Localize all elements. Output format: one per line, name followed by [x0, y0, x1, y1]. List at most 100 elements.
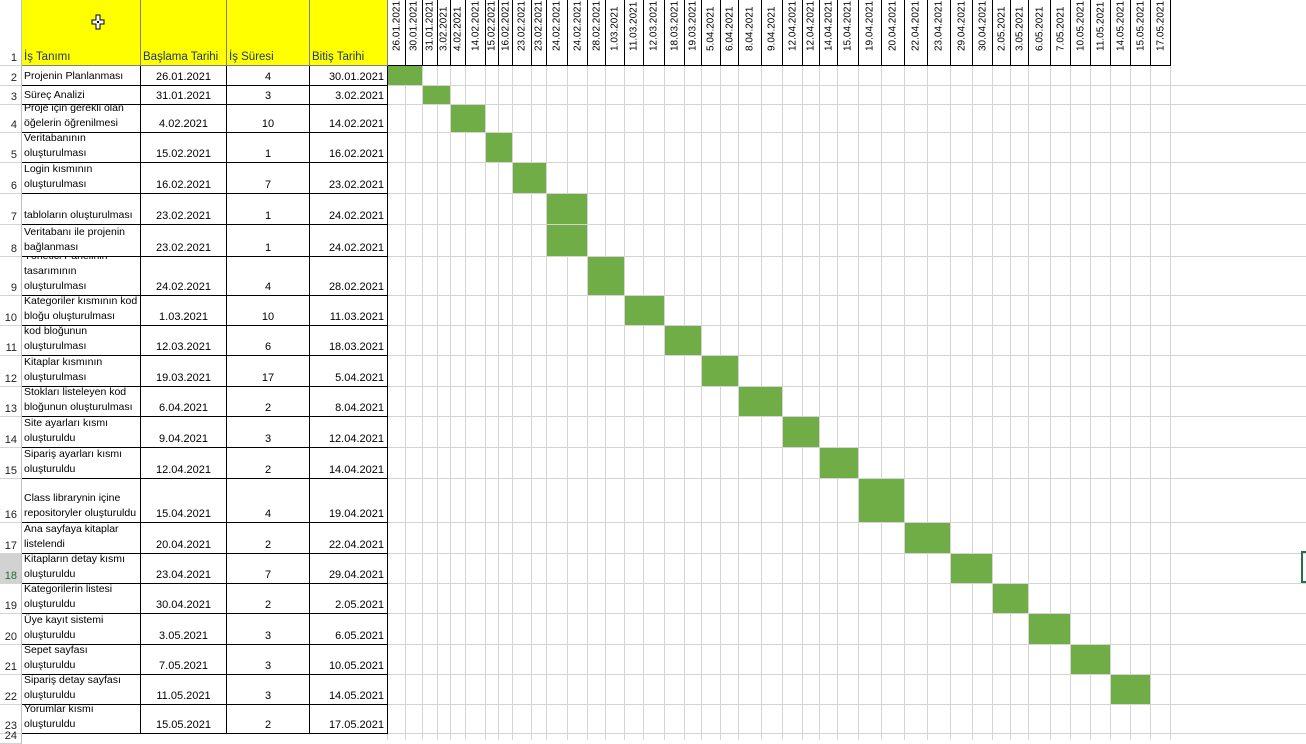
header-duration[interactable]: İş Süresi — [227, 0, 310, 66]
row-header[interactable]: 22 — [0, 675, 22, 705]
task-name-cell[interactable]: tabloların oluşturulması — [22, 194, 141, 225]
row-header[interactable]: 4 — [0, 105, 22, 133]
date-header-cell[interactable]: 23.04.2021 — [928, 0, 951, 66]
date-header-cell[interactable]: 30.01.2021 — [406, 0, 423, 66]
duration-cell[interactable]: 10 — [227, 296, 310, 326]
duration-cell[interactable]: 2 — [227, 448, 310, 479]
task-name-cell[interactable]: Sepet sayfası oluşturuldu — [22, 645, 141, 675]
date-header-cell[interactable]: 28.02.2021 — [588, 0, 606, 66]
header-task[interactable]: İş Tanımı — [22, 0, 141, 66]
start-date-cell[interactable]: 23.02.2021 — [141, 194, 227, 225]
duration-cell[interactable]: 4 — [227, 479, 310, 523]
start-date-cell[interactable]: 20.04.2021 — [141, 523, 227, 554]
row-header[interactable]: 20 — [0, 614, 22, 645]
date-header-cell[interactable]: 24.02.2021 — [547, 0, 568, 66]
start-date-cell[interactable]: 15.04.2021 — [141, 479, 227, 523]
task-name-cell[interactable]: Site ayarları kısmı oluşturuldu — [22, 417, 141, 448]
date-header-cell[interactable]: 11.03.2021 — [625, 0, 644, 66]
date-header-cell[interactable]: 15.05.2021 — [1131, 0, 1151, 66]
row-header[interactable]: 3 — [0, 86, 22, 105]
date-header-cell[interactable]: 10.05.2021 — [1071, 0, 1091, 66]
date-header-cell[interactable]: 26.01.2021 — [388, 0, 406, 66]
task-name-cell[interactable]: Kategorilerin listesi oluşturuldu — [22, 584, 141, 614]
duration-cell[interactable]: 7 — [227, 554, 310, 584]
date-header-cell[interactable]: 14.05.2021 — [1111, 0, 1131, 66]
date-header-cell[interactable]: 12.03.2021 — [644, 0, 665, 66]
date-header-cell[interactable]: 5.04.2021 — [702, 0, 721, 66]
row-header[interactable]: 19 — [0, 584, 22, 614]
date-header-cell[interactable]: 2.05.2021 — [993, 0, 1011, 66]
row-header[interactable]: 6 — [0, 163, 22, 194]
end-date-cell[interactable]: 19.04.2021 — [310, 479, 388, 523]
duration-cell[interactable]: 7 — [227, 163, 310, 194]
start-date-cell[interactable]: 19.03.2021 — [141, 356, 227, 387]
task-name-cell[interactable]: Veritabanının oluşturulması — [22, 133, 141, 163]
row-header[interactable]: 7 — [0, 194, 22, 225]
start-date-cell[interactable]: 6.04.2021 — [141, 387, 227, 417]
start-date-cell[interactable]: 31.01.2021 — [141, 86, 227, 105]
task-name-cell[interactable]: Ana sayfaya kitaplar listelendi — [22, 523, 141, 554]
row-header[interactable]: 5 — [0, 133, 22, 163]
date-header-cell[interactable]: 23.02.2021 — [532, 0, 547, 66]
duration-cell[interactable]: 1 — [227, 194, 310, 225]
duration-cell[interactable]: 3 — [227, 614, 310, 645]
row-header[interactable]: 21 — [0, 645, 22, 675]
task-name-cell[interactable]: Kitaplar kısmının oluşturulması — [22, 356, 141, 387]
date-header-cell[interactable]: 3.02.2021 — [438, 0, 451, 66]
start-date-cell[interactable]: 12.03.2021 — [141, 326, 227, 356]
duration-cell[interactable]: 17 — [227, 356, 310, 387]
task-name-cell[interactable]: Sipariş ayarları kısmı oluşturuldu — [22, 448, 141, 479]
row-header[interactable]: 8 — [0, 225, 22, 257]
end-date-cell[interactable]: 2.05.2021 — [310, 584, 388, 614]
date-header-cell[interactable]: 3.05.2021 — [1011, 0, 1029, 66]
start-date-cell[interactable]: 11.05.2021 — [141, 675, 227, 705]
task-name-cell[interactable]: Yönetici Panelinin tasarımının oluşturul… — [22, 257, 141, 296]
end-date-cell[interactable]: 28.02.2021 — [310, 257, 388, 296]
end-date-cell[interactable]: 5.04.2021 — [310, 356, 388, 387]
date-header-cell[interactable]: 22.04.2021 — [905, 0, 928, 66]
date-header-cell[interactable]: 4.02.2021 — [451, 0, 466, 66]
start-date-cell[interactable]: 12.04.2021 — [141, 448, 227, 479]
start-date-cell[interactable]: 7.05.2021 — [141, 645, 227, 675]
date-header-cell[interactable]: 18.03.2021 — [665, 0, 685, 66]
task-name-cell[interactable]: Class librarynin içine repositoryler olu… — [22, 479, 141, 523]
duration-cell[interactable]: 2 — [227, 523, 310, 554]
duration-cell[interactable]: 2 — [227, 584, 310, 614]
task-name-cell[interactable]: Stokları listeleyen kod bloğunun oluştur… — [22, 387, 141, 417]
end-date-cell[interactable]: 23.02.2021 — [310, 163, 388, 194]
duration-cell[interactable]: 3 — [227, 86, 310, 105]
row-header-1[interactable]: 1 — [0, 0, 22, 66]
date-header-cell[interactable]: 30.04.2021 — [973, 0, 993, 66]
row-header[interactable]: 15 — [0, 448, 22, 479]
date-header-cell[interactable]: 7.05.2021 — [1051, 0, 1071, 66]
start-date-cell[interactable]: 3.05.2021 — [141, 614, 227, 645]
duration-cell[interactable]: 2 — [227, 705, 310, 734]
date-header-cell[interactable]: 12.04.2021 — [783, 0, 803, 66]
end-date-cell[interactable]: 24.02.2021 — [310, 225, 388, 257]
task-name-cell[interactable]: Sipariş detay sayfası oluşturuldu — [22, 675, 141, 705]
end-date-cell[interactable]: 16.02.2021 — [310, 133, 388, 163]
date-header-cell[interactable]: 20.04.2021 — [882, 0, 905, 66]
end-date-cell[interactable]: 14.02.2021 — [310, 105, 388, 133]
end-date-cell[interactable]: 14.05.2021 — [310, 675, 388, 705]
start-date-cell[interactable]: 9.04.2021 — [141, 417, 227, 448]
task-name-cell[interactable]: Projenin Planlanması — [22, 66, 141, 86]
date-header-cell[interactable]: 14.02.2021 — [466, 0, 486, 66]
task-name-cell[interactable]: Veritabanı ile projenin bağlanması — [22, 225, 141, 257]
row-header[interactable]: 12 — [0, 356, 22, 387]
end-date-cell[interactable]: 18.03.2021 — [310, 326, 388, 356]
start-date-cell[interactable]: 24.02.2021 — [141, 257, 227, 296]
row-header[interactable]: 18 — [0, 554, 22, 584]
end-date-cell[interactable]: 29.04.2021 — [310, 554, 388, 584]
start-date-cell[interactable]: 26.01.2021 — [141, 66, 227, 86]
duration-cell[interactable]: 4 — [227, 257, 310, 296]
date-header-cell[interactable]: 11.05.2021 — [1091, 0, 1111, 66]
row-header[interactable]: 14 — [0, 417, 22, 448]
row-header[interactable]: 17 — [0, 523, 22, 554]
task-name-cell[interactable]: YayınEvleri kısmının kod bloğunun oluştu… — [22, 326, 141, 356]
duration-cell[interactable]: 10 — [227, 105, 310, 133]
row-header-24[interactable]: 24 — [0, 730, 22, 744]
end-date-cell[interactable]: 30.01.2021 — [310, 66, 388, 86]
start-date-cell[interactable]: 15.02.2021 — [141, 133, 227, 163]
